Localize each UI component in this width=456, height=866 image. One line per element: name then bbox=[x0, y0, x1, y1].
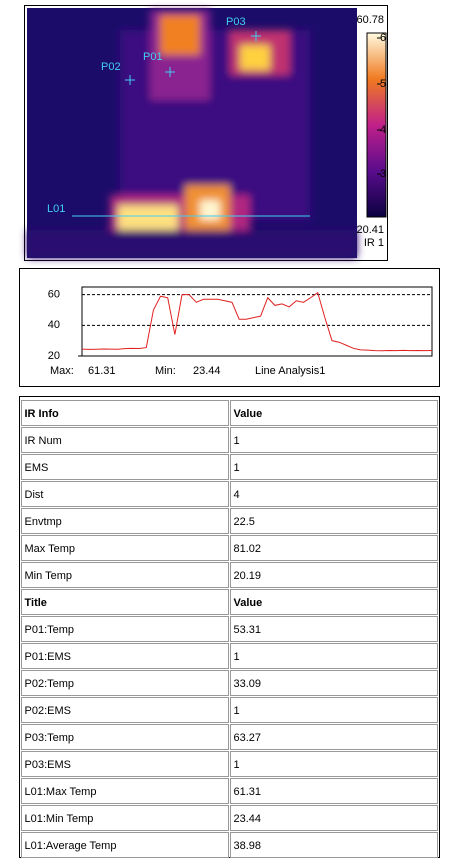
stat-label: Min: bbox=[155, 365, 176, 377]
cell-text: 33.09 bbox=[234, 678, 262, 690]
crosshair bbox=[125, 75, 135, 85]
cell bbox=[230, 454, 438, 480]
marker-label: P03 bbox=[226, 16, 246, 28]
cell-text: P03:Temp bbox=[25, 732, 75, 744]
line-series bbox=[81, 291, 433, 352]
cell bbox=[230, 589, 438, 615]
cell-text: L01:Average Temp bbox=[25, 840, 117, 852]
marker-label: P01 bbox=[143, 51, 163, 63]
cell-text: IR Num bbox=[25, 435, 62, 447]
cell-text: Max Temp bbox=[25, 543, 76, 555]
thermal-image bbox=[27, 8, 357, 258]
cell-text: 1 bbox=[234, 705, 240, 717]
cell-text: 4 bbox=[234, 489, 240, 501]
cell-text: 63.27 bbox=[234, 732, 262, 744]
cell bbox=[230, 508, 438, 534]
cell bbox=[230, 643, 438, 669]
cell bbox=[21, 832, 229, 858]
cell bbox=[230, 562, 438, 588]
cell bbox=[21, 751, 229, 777]
cell-text: 22.5 bbox=[234, 516, 255, 528]
header-cell: Title bbox=[25, 597, 47, 609]
cell-text: P03:EMS bbox=[25, 759, 71, 771]
chart-panel bbox=[19, 268, 440, 387]
cell bbox=[230, 481, 438, 507]
cell bbox=[230, 724, 438, 750]
cell bbox=[21, 670, 229, 696]
cell-text: P01:Temp bbox=[25, 624, 75, 636]
header-cell: Value bbox=[234, 597, 263, 609]
header-cell: IR Info bbox=[25, 408, 59, 420]
cell-text: 1 bbox=[234, 435, 240, 447]
cell-text: 1 bbox=[234, 651, 240, 663]
stat-value: 23.44 bbox=[193, 365, 221, 377]
cell bbox=[21, 562, 229, 588]
cell-text: 81.02 bbox=[234, 543, 262, 555]
cell bbox=[230, 697, 438, 723]
y-tick-label: 60 bbox=[48, 289, 60, 301]
cell bbox=[21, 481, 229, 507]
cell-text: Envtmp bbox=[25, 516, 62, 528]
cell bbox=[230, 832, 438, 858]
cell-text: Min Temp bbox=[25, 570, 72, 582]
cell bbox=[230, 751, 438, 777]
cell-text: 20.19 bbox=[234, 570, 262, 582]
chart-title: Line Analysis1 bbox=[255, 365, 325, 377]
cell bbox=[230, 670, 438, 696]
cell-text: 53.31 bbox=[234, 624, 262, 636]
cell-text: 23.44 bbox=[234, 813, 262, 825]
crosshair bbox=[165, 67, 175, 77]
cell-text: 61.31 bbox=[234, 786, 262, 798]
cell bbox=[230, 805, 438, 831]
cell-text: L01:Min Temp bbox=[25, 813, 94, 825]
marker-label: L01 bbox=[47, 203, 65, 215]
scale-tick-label: 3 bbox=[380, 168, 386, 180]
scale-tick-label: 5 bbox=[380, 78, 386, 90]
y-tick-label: 40 bbox=[48, 319, 60, 331]
table bbox=[19, 396, 440, 858]
cell-text: EMS bbox=[25, 462, 49, 474]
crosshair bbox=[251, 31, 261, 41]
cell-text: P02:EMS bbox=[25, 705, 71, 717]
cell bbox=[21, 616, 229, 642]
cell bbox=[21, 778, 229, 804]
cell bbox=[21, 805, 229, 831]
cell-text: 1 bbox=[234, 759, 240, 771]
cell bbox=[21, 724, 229, 750]
stat-label: Max: bbox=[50, 365, 74, 377]
cell-text: P01:EMS bbox=[25, 651, 71, 663]
y-tick-label: 20 bbox=[48, 350, 60, 362]
cell bbox=[21, 643, 229, 669]
cell bbox=[21, 427, 229, 453]
cell bbox=[21, 535, 229, 561]
cell bbox=[230, 778, 438, 804]
cell-text: 1 bbox=[234, 462, 240, 474]
cell bbox=[21, 454, 229, 480]
scale-max: 60.78 bbox=[356, 14, 384, 26]
stat-value: 61.31 bbox=[88, 365, 116, 377]
cell bbox=[230, 616, 438, 642]
cell bbox=[21, 697, 229, 723]
scale-tick-label: 6 bbox=[380, 32, 386, 44]
cell-text: P02:Temp bbox=[25, 678, 75, 690]
scale-name: IR 1 bbox=[364, 237, 384, 249]
cell-text: L01:Max Temp bbox=[25, 786, 97, 798]
cell bbox=[230, 400, 438, 426]
cell bbox=[21, 508, 229, 534]
cell-text: Dist bbox=[25, 489, 44, 501]
scale-tick-label: 4 bbox=[380, 124, 386, 136]
header-cell: Value bbox=[234, 408, 263, 420]
cell bbox=[230, 427, 438, 453]
marker-label: P02 bbox=[101, 61, 121, 73]
scale-min: 20.41 bbox=[356, 224, 384, 236]
plot-area bbox=[81, 286, 433, 357]
cell bbox=[21, 589, 229, 615]
cell bbox=[21, 400, 229, 426]
cell bbox=[230, 535, 438, 561]
cell-text: 38.98 bbox=[234, 840, 262, 852]
color-scale bbox=[366, 32, 387, 218]
